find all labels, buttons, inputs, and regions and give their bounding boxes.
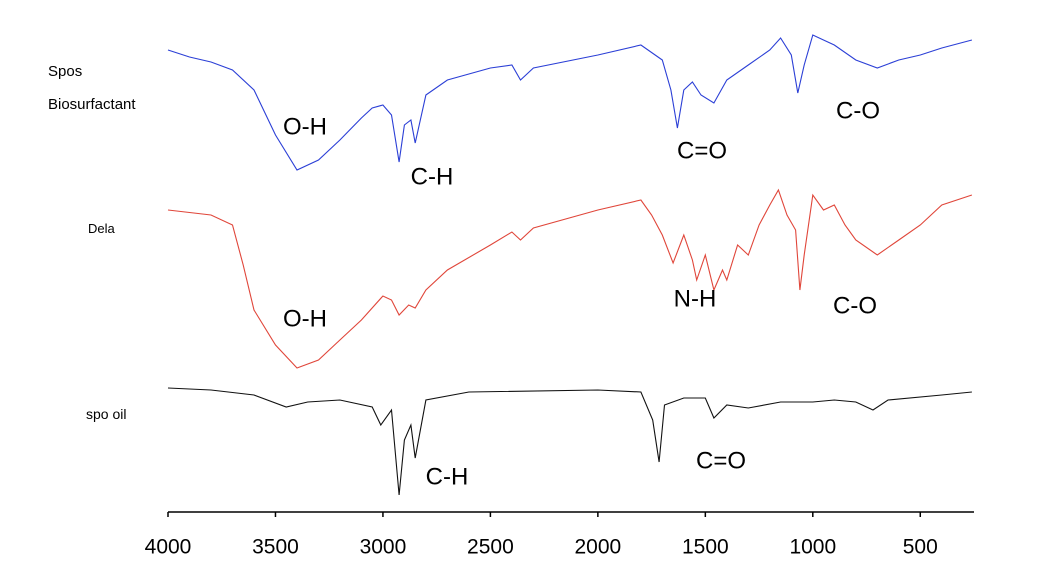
band-annotation: C=O [677, 137, 727, 164]
x-tick-label: 4000 [145, 536, 192, 559]
band-annotation: C-O [836, 97, 880, 124]
band-annotation: C-H [426, 463, 469, 490]
series-label: spo oil [86, 406, 127, 422]
spectrum-line [167, 188, 973, 369]
spectrum-line [167, 387, 972, 496]
band-annotation: O-H [283, 113, 327, 140]
band-annotation: N-H [674, 285, 717, 312]
series-label: Dela [88, 221, 115, 236]
band-annotation: O-H [283, 305, 327, 332]
spectrum-line [167, 34, 973, 171]
band-annotation: C=O [696, 447, 746, 474]
x-tick-label: 3000 [360, 536, 407, 559]
x-tick-label: 1000 [789, 536, 836, 559]
x-tick-label: 1500 [682, 536, 729, 559]
band-annotation: C-H [411, 163, 454, 190]
band-annotation: C-O [833, 292, 877, 319]
x-tick-label: 3500 [252, 536, 299, 559]
x-tick-label: 2500 [467, 536, 514, 559]
series-label: Spos Biosurfactant [48, 63, 136, 113]
x-tick-label: 500 [903, 536, 938, 559]
x-tick-label: 2000 [575, 536, 622, 559]
